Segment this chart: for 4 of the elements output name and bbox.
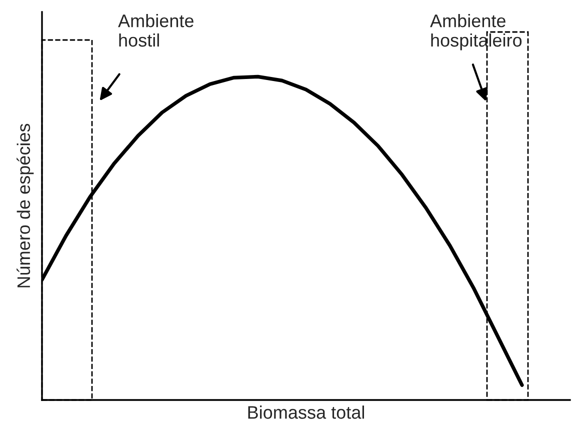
- text: Ambiente hostil: [118, 14, 194, 47]
- x-axis-title: Biomassa total: [248, 406, 364, 419]
- y-axis-title: Número de espécies: [16, 124, 34, 288]
- text: Ambiente hospitaleiro: [430, 14, 522, 50]
